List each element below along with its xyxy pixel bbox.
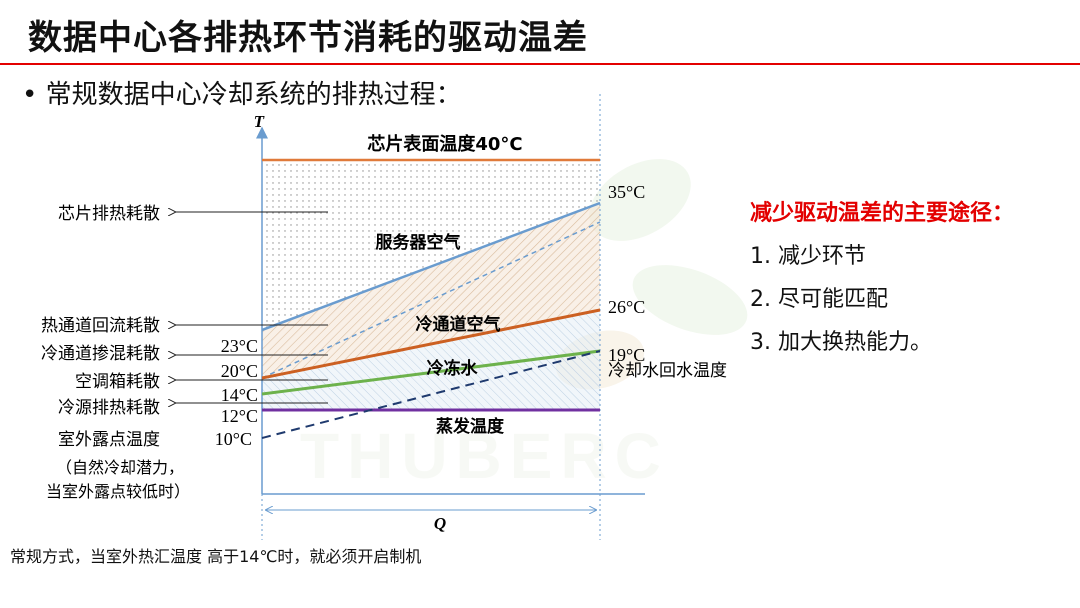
q-axis-label: Q bbox=[434, 514, 446, 533]
chip-dissipation-label: 芯片排热耗散 bbox=[58, 204, 160, 224]
title-divider bbox=[0, 63, 1080, 65]
temp-23: 23°C bbox=[221, 336, 258, 356]
svg-text:THUBERC: THUBERC bbox=[300, 420, 669, 492]
server-air-dashed-line bbox=[261, 221, 601, 379]
cooling-water-line bbox=[261, 350, 601, 439]
dew-note-2: 当室外露点较低时） bbox=[46, 482, 190, 501]
bullet-text: • 常规数据中心冷却系统的排热过程： bbox=[22, 80, 462, 110]
server-air-label: 服务器空气 bbox=[376, 232, 461, 253]
ahu-label: 空调箱耗散 bbox=[75, 372, 160, 392]
hot-aisle-label: 热通道回流耗散 bbox=[41, 316, 160, 336]
temp-20: 20°C bbox=[221, 361, 258, 381]
chip-temp-label: 芯片表面温度40°C bbox=[367, 133, 522, 155]
approach-item-1: 1. 减少环节 bbox=[750, 244, 866, 269]
evaporate-label: 蒸发温度 bbox=[436, 416, 505, 437]
chilled-water-line bbox=[261, 349, 601, 396]
approach-item-3: 3. 加大换热能力。 bbox=[750, 330, 932, 355]
approaches-heading: 减少驱动温差的主要途径： bbox=[750, 201, 1015, 226]
chilled-water-label: 冷冻水 bbox=[427, 358, 479, 379]
temp-35: 35°C bbox=[608, 182, 645, 202]
key-approaches: 减少驱动温差的主要途径： 1. 减少环节 2. 尽可能匹配 3. 加大换热能力。 bbox=[750, 195, 1014, 356]
cold-aisle-mix-label: 冷通道掺混耗散 bbox=[41, 344, 160, 364]
chip-region bbox=[262, 160, 600, 330]
temp-14: 14°C bbox=[221, 385, 258, 405]
server-air-line bbox=[261, 201, 601, 332]
dew-note-1: （自然冷却潜力， bbox=[56, 458, 184, 477]
temp-26: 26°C bbox=[608, 297, 645, 317]
temp-19: 19°C bbox=[608, 345, 645, 365]
t-axis-label: T bbox=[254, 112, 265, 131]
cooling-return-label: 冷却水回水温度 bbox=[608, 361, 727, 381]
approach-item-2: 2. 尽可能匹配 bbox=[750, 287, 888, 312]
temp-12: 12°C bbox=[221, 406, 258, 426]
dew-point-label: 室外露点温度 bbox=[58, 430, 160, 450]
source-label: 冷源排热耗散 bbox=[58, 398, 160, 418]
cold-aisle-line bbox=[261, 308, 601, 380]
cold-aisle-label: 冷通道空气 bbox=[416, 314, 501, 335]
page-title: 数据中心各排热环节消耗的驱动温差 bbox=[28, 18, 588, 58]
footnote: 常规方式，当室外热汇温度 高于14℃时，就必须开启制机 bbox=[10, 547, 422, 566]
temp-10: 10°C bbox=[215, 429, 252, 449]
